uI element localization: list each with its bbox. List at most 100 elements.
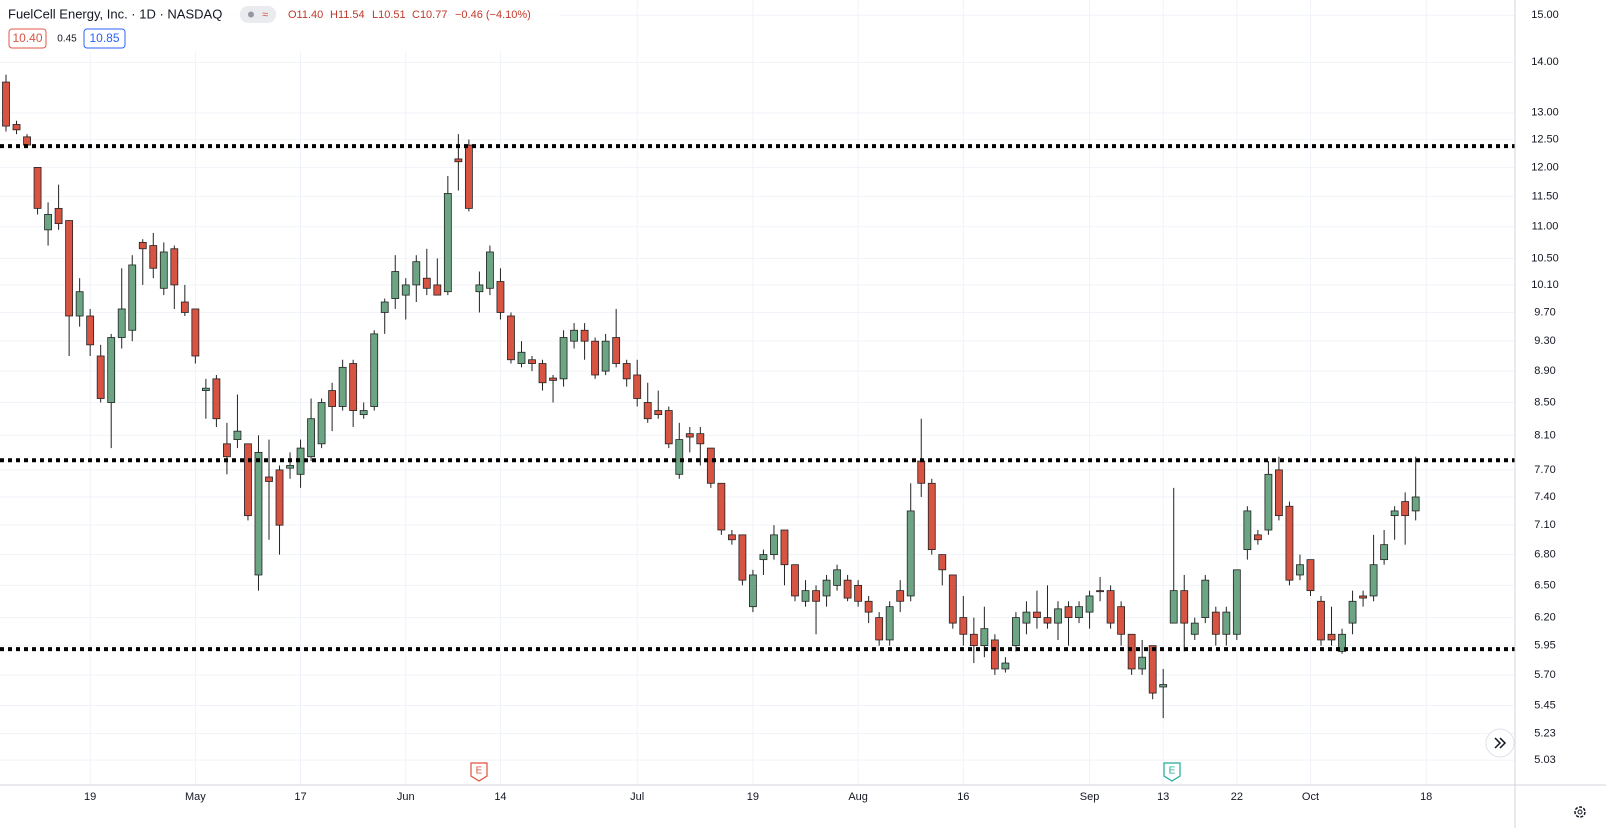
spread: 0.45 [57, 34, 77, 45]
candle-body [570, 329, 578, 342]
candle-body [1159, 684, 1168, 688]
candle-body [1096, 590, 1104, 593]
x-tick-label: Aug [848, 791, 868, 803]
y-tick-label: 11.00 [1532, 221, 1559, 233]
y-tick-label: 14.00 [1531, 56, 1559, 68]
candle-body [275, 469, 284, 526]
candle-body [717, 482, 726, 531]
candle-body [1190, 622, 1199, 635]
candle-body [812, 590, 820, 602]
candle-body [1411, 496, 1420, 512]
y-tick-label: 5.45 [1534, 699, 1555, 711]
candle-body [1054, 608, 1062, 624]
candle-body [117, 308, 126, 338]
candle-body [180, 301, 189, 313]
candle-body [875, 617, 884, 641]
symbol-title[interactable]: FuelCell Energy, Inc. · 1D · NASDAQ [8, 6, 222, 21]
candle-body [948, 574, 957, 624]
y-tick-label: 13.00 [1531, 107, 1559, 119]
candle-body [486, 251, 494, 289]
candle-body [412, 261, 421, 286]
scroll-icon [1494, 737, 1507, 749]
candle-body [633, 374, 642, 399]
candle-body [1380, 544, 1389, 561]
legend-open: O11.40 [288, 9, 323, 21]
candle-body [917, 460, 926, 484]
candle-body [1075, 606, 1083, 618]
y-tick-label: 9.30 [1534, 335, 1555, 347]
candle-body [317, 402, 326, 445]
candle-body [201, 387, 210, 391]
candle-body [1180, 590, 1189, 624]
candle-body [159, 251, 168, 289]
candle-body [1127, 633, 1136, 670]
buy-box[interactable] [83, 28, 126, 49]
candle-body [1201, 579, 1210, 618]
settings-icon [1577, 809, 1583, 815]
candle-body [1033, 611, 1041, 618]
candle-body [990, 639, 999, 670]
candle-body [938, 554, 947, 571]
x-tick-label: 14 [494, 791, 506, 803]
candle-body [454, 158, 463, 163]
candle-body [1285, 505, 1294, 581]
candle-body [1117, 606, 1126, 635]
legend-low: L10.51 [372, 9, 406, 21]
earnings-marker [470, 762, 488, 782]
candle-body [338, 366, 347, 407]
candle-body [664, 410, 673, 445]
candle-body [549, 377, 557, 381]
settings-button[interactable] [1574, 806, 1586, 818]
candle-body [528, 359, 536, 364]
candle-body [170, 248, 179, 286]
x-tick-label: May [185, 791, 206, 803]
candle-body [1106, 590, 1115, 624]
y-tick-label: 6.20 [1534, 611, 1555, 623]
x-tick-label: 19 [747, 791, 759, 803]
candle-body [1348, 600, 1357, 624]
x-tick-label: Jul [630, 791, 644, 803]
candle-body [191, 308, 200, 357]
candle-body [770, 534, 778, 556]
candle-body [1148, 645, 1157, 694]
x-tick-label: Jun [397, 791, 415, 803]
candle-body [643, 402, 652, 420]
candle-body [2, 81, 10, 127]
toggle-icon: ≈ [262, 9, 268, 21]
candle-body [959, 617, 968, 635]
candle-body [1359, 595, 1367, 599]
candle-body [401, 284, 410, 296]
candle-body [1064, 606, 1073, 618]
candle-body [443, 193, 452, 293]
candle-body [1001, 662, 1010, 670]
candle-body [107, 337, 116, 403]
visibility-toggle[interactable] [240, 6, 276, 23]
candle-body [1043, 617, 1052, 624]
candle-body [591, 340, 600, 376]
candle-body [23, 136, 31, 146]
candle-body [33, 167, 42, 209]
y-tick-label: 6.80 [1534, 549, 1555, 561]
candle-body [54, 207, 63, 225]
y-tick-label: 5.95 [1534, 640, 1555, 652]
candle-body [1085, 595, 1094, 613]
candle-body [685, 433, 694, 438]
candle-body [864, 600, 873, 613]
candle-body [801, 590, 810, 602]
candle-body [896, 590, 905, 602]
candle-body [370, 333, 379, 407]
candle-body [422, 277, 431, 289]
candle-body [496, 281, 505, 313]
candle-body [1211, 611, 1220, 635]
candle-body [601, 340, 610, 372]
candle-body [727, 534, 736, 541]
candle-body [1369, 564, 1378, 597]
y-tick-label: 5.23 [1534, 727, 1555, 739]
candle-body [675, 439, 684, 475]
y-tick-label: 5.03 [1534, 754, 1555, 766]
sell-box[interactable] [8, 28, 47, 49]
candle-body [265, 476, 273, 482]
y-tick-label: 7.70 [1534, 464, 1555, 476]
